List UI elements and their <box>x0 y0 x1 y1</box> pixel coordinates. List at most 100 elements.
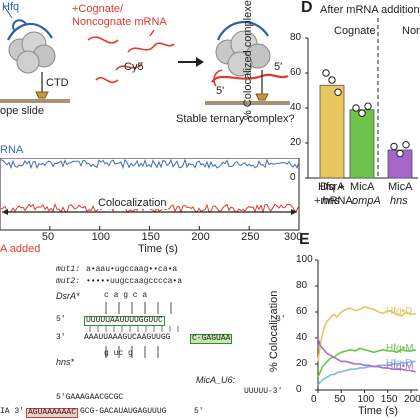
b-tick-label: 50 <box>41 231 55 243</box>
added-label: A added <box>0 243 41 255</box>
d-point <box>402 141 410 149</box>
d-ytick-label: 40 <box>290 102 302 113</box>
panel-e-letter: E <box>299 231 310 248</box>
d-point <box>358 109 366 117</box>
e-ytick-label: 0 <box>296 384 302 395</box>
e-series-line <box>317 360 416 386</box>
blue-trace-line <box>0 158 300 170</box>
d-point <box>322 69 330 77</box>
panel-e-ylabel: % Colocalization <box>268 290 280 372</box>
bottom-box: AGUAAAAAAC <box>26 408 79 418</box>
panel-d-bar-chart <box>305 18 418 179</box>
d-ytick-label: 60 <box>290 67 302 78</box>
cy5-label: Cy5 <box>124 61 144 73</box>
e-series-label: Hfq•D <box>386 358 413 370</box>
green-box: C-GAGUAA <box>190 334 233 344</box>
e-xtick-label: 50 <box>334 394 346 405</box>
d-ytick-label: 80 <box>290 32 302 43</box>
bottom-end: 5' <box>194 407 204 416</box>
panel-b-xticks <box>49 226 300 230</box>
hfq-cluster-left <box>7 19 56 74</box>
panel-e-xlabel: Time (s) <box>358 405 398 417</box>
top-substitutions: c a g c a <box>104 291 148 300</box>
panel-d-ylabel: % Colocalized complexes <box>242 0 254 120</box>
bottom-prefix: IA 3' <box>0 407 25 416</box>
rna-label: RNA <box>0 144 24 156</box>
e-xtick-label: 150 <box>380 394 398 405</box>
b-tick-label: 150 <box>141 231 160 243</box>
e-ytick-label: 80 <box>296 280 308 291</box>
d-point <box>352 104 360 112</box>
e-xtick-label: 100 <box>357 394 375 405</box>
group-noncognate: Non <box>402 25 420 37</box>
bottom-seq: GCG-GACAUAUGAGUUUG <box>80 407 167 416</box>
free-mrna-strands <box>87 29 175 84</box>
dsra-sequence: UUUUUAAUUUUGGUUC <box>84 316 165 326</box>
hfq-row-label: Hfq + <box>318 181 345 193</box>
ctd-label: CTD <box>46 77 69 89</box>
panel-a-schematic <box>0 5 290 105</box>
d-bar-name: DsrA <box>320 181 345 193</box>
d-point <box>328 76 336 84</box>
e-series-line <box>317 305 416 362</box>
hns-label: hns* <box>56 357 75 367</box>
d-bar-name: MicA <box>388 181 413 193</box>
d-point <box>390 142 398 151</box>
mrna-row-label: +mRNA: <box>314 195 356 207</box>
d-point <box>364 102 372 110</box>
e-xtick-label: 0 <box>311 394 317 405</box>
five-prime-c1: 5' <box>56 315 66 324</box>
mrna-label-line1: +Cognate/ <box>72 3 124 15</box>
mica-sequence: 5'GAAAGAACGCGC <box>56 393 124 402</box>
b-tick-label: 200 <box>191 231 210 243</box>
panel-d-header: After mRNA addition <box>320 4 420 16</box>
panel-b-xlabel: Time (s) <box>138 243 178 255</box>
e-series-line <box>317 347 416 378</box>
e-ytick-label: 60 <box>296 306 308 317</box>
d-point <box>396 149 404 158</box>
group-cognate: Cognate <box>334 25 376 37</box>
hns-sequence: AAAUUAAAGUCAAGUUGG <box>84 333 171 342</box>
mut2-label: mut2: <box>56 277 81 286</box>
e-xtick-label: 200 <box>404 394 420 405</box>
hns-substitutions: g uc g <box>104 349 133 358</box>
hfq-cluster-right <box>211 20 289 87</box>
d-ytick-label: 0 <box>290 172 296 183</box>
basepair-lines <box>89 302 179 358</box>
panel-b-trace <box>0 158 300 231</box>
five-prime-label-b: 5' <box>274 61 283 73</box>
mica-tail: UUUUU-3' <box>244 387 283 396</box>
dsra-label: DsrA* <box>56 291 80 301</box>
ternary-question: Stable ternary complex? <box>176 113 295 125</box>
e-ytick-label: 40 <box>296 332 308 343</box>
d-bar-mrna: hns <box>322 195 340 207</box>
e-ytick-label: 100 <box>296 254 313 265</box>
slide-label: ope slide <box>0 105 45 117</box>
d-ytick-label: 20 <box>290 137 302 148</box>
d-bar <box>319 84 345 179</box>
e-ytick-label: 20 <box>296 358 308 369</box>
d-point <box>334 88 342 96</box>
d-bar-name: MicA <box>350 181 375 193</box>
mut1-label: mut1: <box>56 265 81 274</box>
mut2-seq: •••••uugccaagcccca•a <box>86 277 183 286</box>
e-series-label: Hfq•M <box>386 360 414 372</box>
b-tick-label: 100 <box>91 231 111 243</box>
mrna-label-line2: Noncognate mRNA <box>72 16 167 28</box>
panel-d-letter: D <box>301 0 313 16</box>
d-bar-mrna: hns <box>390 195 408 207</box>
five-prime-label-a: 5' <box>216 85 225 97</box>
three-prime-c2: 3' <box>56 333 66 342</box>
b-tick-label: 300 <box>284 231 303 243</box>
coloc-annotation: Colocalization <box>96 197 169 209</box>
panel-e-line-chart <box>315 259 418 393</box>
e-series-line <box>317 337 416 373</box>
b-tick-label: 250 <box>241 231 260 243</box>
e-series-label: Hfq•M <box>386 342 414 354</box>
hfq-label: Hfq <box>2 1 20 13</box>
e-series-label: Hfq•D <box>386 306 413 318</box>
d-bar <box>349 109 375 179</box>
three-prime-c1: 3' <box>276 315 286 324</box>
d-bar-mrna: ompA <box>352 195 381 207</box>
mut1-seq: a•aau•ugccaag••ca•a <box>86 265 178 274</box>
